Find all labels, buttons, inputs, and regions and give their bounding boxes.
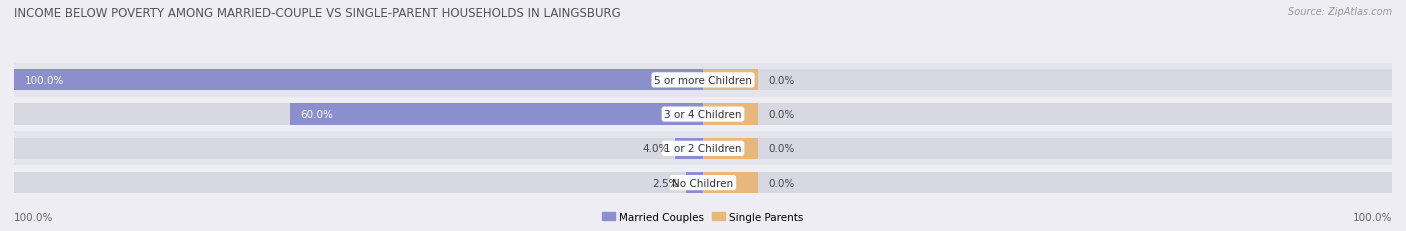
Text: 100.0%: 100.0% <box>14 212 53 222</box>
Text: 0.0%: 0.0% <box>769 110 794 120</box>
Text: 100.0%: 100.0% <box>24 76 63 85</box>
Text: 0.0%: 0.0% <box>769 76 794 85</box>
Bar <box>14 70 703 91</box>
Text: 3 or 4 Children: 3 or 4 Children <box>664 110 742 120</box>
Text: 4.0%: 4.0% <box>643 144 669 154</box>
Bar <box>703 70 1392 91</box>
Bar <box>703 172 758 193</box>
Bar <box>14 70 703 91</box>
Text: 60.0%: 60.0% <box>299 110 333 120</box>
Bar <box>703 104 758 125</box>
Bar <box>14 132 1392 166</box>
Text: 1 or 2 Children: 1 or 2 Children <box>664 144 742 154</box>
Bar <box>703 172 1392 193</box>
Bar <box>703 70 758 91</box>
Bar <box>675 138 703 159</box>
Bar <box>686 172 703 193</box>
Legend: Married Couples, Single Parents: Married Couples, Single Parents <box>599 208 807 226</box>
Bar <box>14 172 703 193</box>
Bar <box>14 138 703 159</box>
Bar <box>14 97 1392 132</box>
Text: 0.0%: 0.0% <box>769 144 794 154</box>
Bar <box>14 166 1392 200</box>
Text: INCOME BELOW POVERTY AMONG MARRIED-COUPLE VS SINGLE-PARENT HOUSEHOLDS IN LAINGSB: INCOME BELOW POVERTY AMONG MARRIED-COUPL… <box>14 7 621 20</box>
Text: Source: ZipAtlas.com: Source: ZipAtlas.com <box>1288 7 1392 17</box>
Bar <box>14 64 1392 97</box>
Text: 2.5%: 2.5% <box>652 178 679 188</box>
Text: No Children: No Children <box>672 178 734 188</box>
Text: 0.0%: 0.0% <box>769 178 794 188</box>
Bar <box>703 104 1392 125</box>
Bar <box>703 138 758 159</box>
Bar <box>703 138 1392 159</box>
Text: 5 or more Children: 5 or more Children <box>654 76 752 85</box>
Bar <box>14 104 703 125</box>
Text: 100.0%: 100.0% <box>1353 212 1392 222</box>
Bar <box>290 104 703 125</box>
